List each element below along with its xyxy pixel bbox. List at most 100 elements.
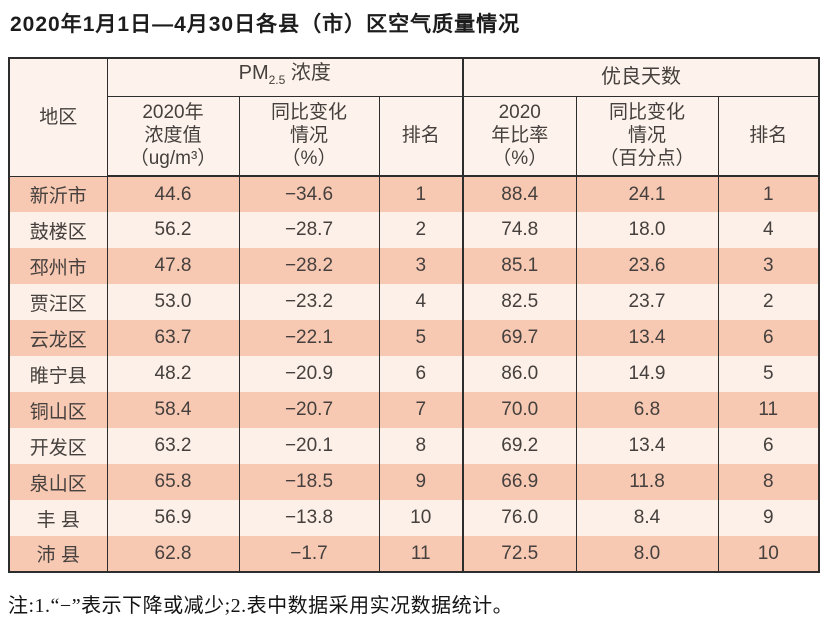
pm-value-cell: 62.8 bbox=[106, 536, 240, 572]
pm-rank-cell: 2 bbox=[378, 212, 464, 248]
good-rate-cell: 66.9 bbox=[462, 464, 577, 500]
region-cell: 邳州市 bbox=[8, 248, 108, 284]
pm-change-cell: −13.8 bbox=[238, 500, 380, 536]
pm-change-cell: −20.1 bbox=[238, 428, 380, 464]
pm-value-cell: 47.8 bbox=[106, 248, 240, 284]
region-cell: 开发区 bbox=[8, 428, 108, 464]
table-row: 泉山区 65.8 −18.5 9 66.9 11.8 8 bbox=[8, 464, 820, 500]
good-change-cell: 23.7 bbox=[575, 284, 719, 320]
pm-rank-cell: 1 bbox=[378, 176, 464, 212]
pm-label-subscript: 2.5 bbox=[268, 73, 286, 88]
pm-value-cell: 53.0 bbox=[106, 284, 240, 320]
table-row: 贾汪区 53.0 −23.2 4 82.5 23.7 2 bbox=[8, 284, 820, 320]
col-header-region: 地区 bbox=[8, 57, 108, 177]
good-change-cell: 11.8 bbox=[575, 464, 719, 500]
table-row: 铜山区 58.4 −20.7 7 70.0 6.8 11 bbox=[8, 392, 820, 428]
col-header-pm-value: 2020年 浓度值 （ug/m³） bbox=[106, 95, 240, 177]
good-change-cell: 14.9 bbox=[575, 356, 719, 392]
good-change-cell: 13.4 bbox=[575, 428, 719, 464]
good-rank-cell: 10 bbox=[717, 536, 820, 572]
col-header-good-days-group: 优良天数 bbox=[461, 57, 820, 97]
table-row: 丰 县 56.9 −13.8 10 76.0 8.4 9 bbox=[8, 500, 820, 536]
header-sub-row: 2020年 浓度值 （ug/m³） 同比变化 情况 （%） 排名 2020 年比… bbox=[9, 95, 820, 177]
good-rank-cell: 4 bbox=[717, 212, 820, 248]
pm-rank-cell: 5 bbox=[378, 320, 464, 356]
pm-value-cell: 56.2 bbox=[106, 212, 240, 248]
good-rate-cell: 76.0 bbox=[462, 500, 577, 536]
good-rank-cell: 2 bbox=[717, 284, 820, 320]
region-cell: 贾汪区 bbox=[8, 284, 108, 320]
pm-value-cell: 65.8 bbox=[106, 464, 240, 500]
pm-value-cell: 63.2 bbox=[106, 428, 240, 464]
good-rank-cell: 11 bbox=[717, 392, 820, 428]
pm-value-cell: 58.4 bbox=[106, 392, 240, 428]
table-row: 鼓楼区 56.2 −28.7 2 74.8 18.0 4 bbox=[8, 212, 820, 248]
table-row: 开发区 63.2 −20.1 8 69.2 13.4 6 bbox=[8, 428, 820, 464]
col-header-good-rank: 排名 bbox=[717, 95, 820, 177]
col-header-pm-group: PM2.5 浓度 bbox=[106, 57, 464, 97]
good-rate-cell: 72.5 bbox=[462, 536, 577, 572]
col-header-pm-rank: 排名 bbox=[378, 95, 464, 177]
good-change-cell: 13.4 bbox=[575, 320, 719, 356]
pm-change-cell: −28.7 bbox=[238, 212, 380, 248]
region-cell: 云龙区 bbox=[8, 320, 108, 356]
table-row: 邳州市 47.8 −28.2 3 85.1 23.6 3 bbox=[8, 248, 820, 284]
region-cell: 铜山区 bbox=[8, 392, 108, 428]
good-change-cell: 18.0 bbox=[575, 212, 719, 248]
air-quality-table: 地区 PM2.5 浓度 优良天数 2020年 浓度值 （ug/m³） 同比变化 … bbox=[8, 57, 821, 573]
col-header-good-change: 同比变化 情况 （百分点） bbox=[575, 95, 719, 177]
table-row: 沛 县 62.8 −1.7 11 72.5 8.0 10 bbox=[8, 536, 820, 572]
pm-value-cell: 63.7 bbox=[106, 320, 240, 356]
good-change-cell: 24.1 bbox=[575, 176, 719, 212]
good-rate-cell: 74.8 bbox=[462, 212, 577, 248]
pm-label-suffix: 浓度 bbox=[285, 62, 331, 85]
pm-change-cell: −20.9 bbox=[238, 356, 380, 392]
good-rank-cell: 6 bbox=[717, 428, 820, 464]
region-cell: 泉山区 bbox=[8, 464, 108, 500]
good-rate-cell: 86.0 bbox=[462, 356, 577, 392]
pm-change-cell: −20.7 bbox=[238, 392, 380, 428]
good-change-cell: 6.8 bbox=[575, 392, 719, 428]
page: 2020年1月1日—4月30日各县（市）区空气质量情况 地区 PM2.5 浓度 … bbox=[0, 10, 825, 620]
good-rank-cell: 8 bbox=[717, 464, 820, 500]
pm-change-cell: −23.2 bbox=[238, 284, 380, 320]
good-rank-cell: 1 bbox=[717, 176, 820, 212]
header-group-row: 地区 PM2.5 浓度 优良天数 bbox=[8, 57, 820, 177]
table-row: 睢宁县 48.2 −20.9 6 86.0 14.9 5 bbox=[8, 356, 820, 392]
pm-change-cell: −22.1 bbox=[238, 320, 380, 356]
pm-rank-cell: 8 bbox=[378, 428, 464, 464]
good-rank-cell: 9 bbox=[717, 500, 820, 536]
pm-change-cell: −28.2 bbox=[238, 248, 380, 284]
pm-change-cell: −34.6 bbox=[238, 176, 380, 212]
pm-rank-cell: 9 bbox=[378, 464, 464, 500]
region-cell: 睢宁县 bbox=[8, 356, 108, 392]
table-row: 新沂市 44.6 −34.6 1 88.4 24.1 1 bbox=[8, 176, 820, 212]
good-rank-cell: 3 bbox=[717, 248, 820, 284]
pm-rank-cell: 11 bbox=[378, 536, 464, 572]
table-body: 新沂市 44.6 −34.6 1 88.4 24.1 1 鼓楼区 56.2 −28.7 2 74.8 1… bbox=[8, 176, 820, 572]
good-rank-cell: 6 bbox=[717, 320, 820, 356]
good-rate-cell: 70.0 bbox=[462, 392, 577, 428]
region-cell: 丰 县 bbox=[8, 500, 108, 536]
good-rate-cell: 85.1 bbox=[462, 248, 577, 284]
page-title: 2020年1月1日—4月30日各县（市）区空气质量情况 bbox=[10, 13, 521, 36]
table-header: 地区 PM2.5 浓度 优良天数 2020年 浓度值 （ug/m³） 同比变化 … bbox=[8, 57, 820, 177]
good-rank-cell: 5 bbox=[717, 356, 820, 392]
pm-value-cell: 56.9 bbox=[106, 500, 240, 536]
pm-change-cell: −1.7 bbox=[238, 536, 380, 572]
pm-rank-cell: 7 bbox=[378, 392, 464, 428]
good-rate-cell: 82.5 bbox=[462, 284, 577, 320]
good-rate-cell: 88.4 bbox=[462, 176, 577, 212]
col-header-pm-change: 同比变化 情况 （%） bbox=[238, 95, 380, 177]
col-header-good-rate: 2020 年比率 （%） bbox=[462, 95, 577, 177]
footnote: 注:1.“−”表示下降或减少;2.表中数据采用实况数据统计。 bbox=[8, 595, 514, 617]
good-rate-cell: 69.7 bbox=[462, 320, 577, 356]
region-cell: 新沂市 bbox=[8, 176, 108, 212]
pm-value-cell: 48.2 bbox=[106, 356, 240, 392]
pm-value-cell: 44.6 bbox=[106, 176, 240, 212]
good-change-cell: 8.0 bbox=[575, 536, 719, 572]
region-cell: 鼓楼区 bbox=[8, 212, 108, 248]
pm-rank-cell: 10 bbox=[378, 500, 464, 536]
good-change-cell: 23.6 bbox=[575, 248, 719, 284]
good-change-cell: 8.4 bbox=[575, 500, 719, 536]
